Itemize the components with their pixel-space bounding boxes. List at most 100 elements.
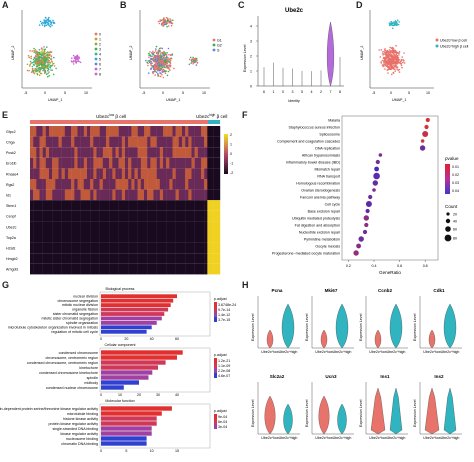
e-cell [106, 253, 110, 264]
e-cell [137, 253, 142, 264]
g-term: spindle organization [66, 321, 98, 325]
e-cell [71, 232, 75, 243]
e-colorbar-tick: 2 [230, 133, 232, 137]
e-cell [33, 147, 37, 158]
d-point-low [387, 62, 390, 64]
e-cell [121, 232, 126, 243]
e-cell [61, 147, 66, 158]
umap-point [50, 23, 52, 26]
umap-point [44, 24, 46, 26]
umap-point [155, 63, 157, 65]
e-cell [90, 263, 94, 275]
umap-point [165, 65, 168, 67]
umap-point [75, 55, 78, 57]
e-cell [77, 263, 81, 275]
e-cell [68, 136, 72, 148]
umap-point [167, 57, 170, 59]
umap-point [147, 62, 149, 65]
d-point-low [403, 52, 405, 54]
e-cell [197, 221, 202, 232]
e-cell [207, 136, 211, 148]
e-cell [93, 210, 97, 222]
g-xtick: 20 [124, 337, 128, 341]
e-cell [147, 136, 151, 148]
e-cell [106, 263, 110, 275]
umap-point [47, 72, 49, 75]
e-cell [178, 147, 183, 158]
e-cell [150, 232, 154, 243]
e-cell [99, 232, 104, 243]
d-point-low [383, 56, 385, 59]
e-cell [42, 189, 47, 201]
e-bar-high [208, 120, 220, 124]
e-cell [175, 210, 180, 222]
e-cell [156, 210, 161, 222]
c-category: 1 [273, 90, 275, 94]
e-cell [74, 179, 78, 190]
umap-point [163, 56, 165, 58]
e-cell [36, 126, 40, 137]
umap-point [34, 49, 37, 51]
g-term: histone kinase activity [63, 417, 98, 421]
umap-point [158, 66, 161, 69]
e-cell [121, 126, 126, 137]
e-cell [147, 242, 151, 254]
g-xtick: 0 [100, 337, 102, 341]
e-cell [194, 189, 199, 201]
e-cell [140, 157, 145, 169]
e-cell [213, 221, 218, 232]
e-cell [93, 126, 97, 137]
e-cell [166, 263, 170, 275]
e-cell [163, 263, 167, 275]
g-xtick: 30 [156, 393, 160, 397]
e-cell [140, 232, 145, 243]
panel-d-points [378, 19, 406, 76]
e-cell [30, 157, 34, 169]
umap-point [166, 74, 169, 77]
e-cell [87, 232, 91, 243]
h-gene-title: Mki67 [325, 288, 338, 293]
h-violin [318, 395, 330, 435]
e-cell [83, 263, 88, 275]
d-point-low [397, 61, 400, 63]
e-cell [30, 179, 34, 190]
e-cell [68, 200, 72, 211]
e-cell [90, 147, 94, 158]
d-point-low [390, 68, 392, 70]
e-cell [90, 179, 94, 190]
umap-point [168, 67, 170, 69]
g-padj-swatch [214, 358, 217, 363]
d-point-low [380, 62, 383, 64]
e-cell [36, 210, 40, 222]
e-cell [118, 221, 123, 232]
e-cell [42, 168, 47, 179]
e-cell [121, 253, 126, 264]
f-c-1: 40 [453, 220, 457, 224]
umap-point [157, 54, 159, 57]
e-cell [213, 232, 218, 243]
e-cell [118, 168, 123, 179]
e-cell [109, 210, 113, 222]
e-cell [163, 136, 167, 148]
umap-point [42, 54, 45, 57]
e-cell [204, 200, 208, 211]
e-cell [42, 221, 47, 232]
f-dot [365, 208, 370, 214]
e-cell [153, 232, 157, 243]
e-cell [80, 200, 85, 211]
e-cell [194, 232, 199, 243]
e-cell [197, 157, 202, 169]
g-padj-swatch [214, 307, 217, 312]
e-cell [74, 210, 78, 222]
e-cell [207, 232, 211, 243]
e-cell [197, 210, 202, 222]
e-cell [204, 168, 208, 179]
h-gene-title: Ins2 [434, 374, 444, 379]
panel-e-heatmap: Ube2clow β cell Ube2chigh β cell Gfpc2Ch… [6, 113, 233, 275]
e-cell [58, 253, 62, 264]
e-cell [153, 263, 157, 275]
umap-point [48, 75, 50, 77]
e-cell [166, 253, 170, 264]
e-cell [131, 200, 135, 211]
e-cell [64, 126, 69, 137]
